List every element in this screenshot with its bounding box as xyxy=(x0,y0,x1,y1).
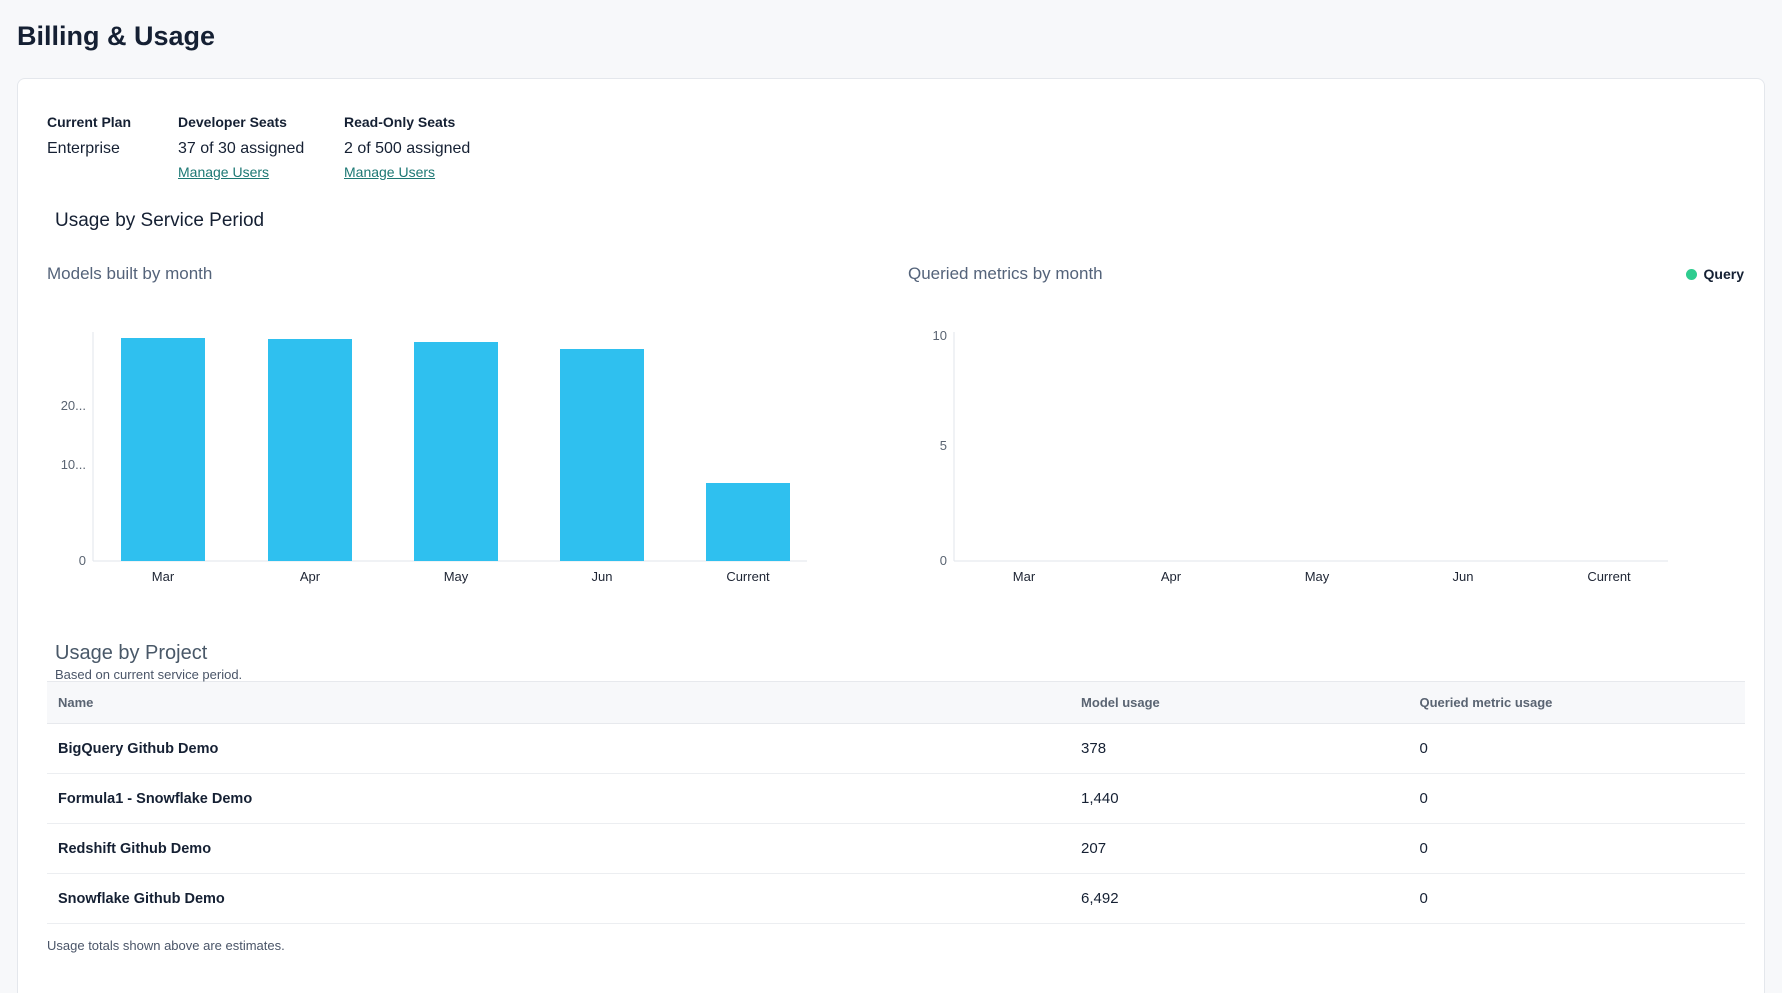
svg-text:20...: 20... xyxy=(61,398,86,413)
svg-text:Jun: Jun xyxy=(592,569,613,584)
svg-text:Current: Current xyxy=(1587,569,1631,584)
svg-text:Current: Current xyxy=(726,569,770,584)
svg-text:10: 10 xyxy=(933,328,947,343)
svg-text:5: 5 xyxy=(940,438,947,453)
svg-text:Mar: Mar xyxy=(1013,569,1036,584)
svg-text:Apr: Apr xyxy=(1161,569,1182,584)
svg-text:Jun: Jun xyxy=(1453,569,1474,584)
svg-text:0: 0 xyxy=(940,553,947,568)
svg-text:Mar: Mar xyxy=(152,569,175,584)
svg-text:0: 0 xyxy=(79,553,86,568)
svg-text:May: May xyxy=(444,569,469,584)
svg-text:10...: 10... xyxy=(61,457,86,472)
svg-text:May: May xyxy=(1305,569,1330,584)
svg-text:Apr: Apr xyxy=(300,569,321,584)
